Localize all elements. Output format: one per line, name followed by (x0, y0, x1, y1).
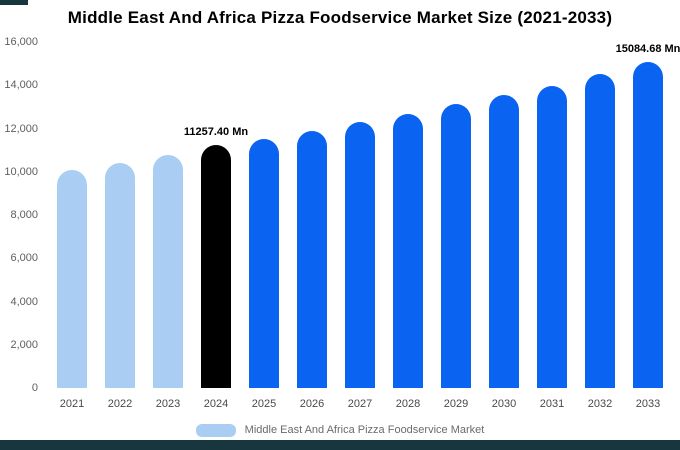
bar-2025[interactable] (249, 138, 279, 388)
bar-column-2025 (240, 42, 288, 388)
legend-item[interactable]: Middle East And Africa Pizza Foodservice… (0, 423, 680, 437)
bar-column-2032 (576, 42, 624, 388)
x-tick-label-2022: 2022 (107, 398, 133, 410)
bar-column-2029 (432, 42, 480, 388)
y-tick-label-6000: 6,000 (10, 252, 38, 265)
y-tick-label-12000: 12,000 (4, 122, 38, 135)
y-tick-label-8000: 8,000 (10, 209, 38, 221)
footer-bar (0, 440, 680, 450)
bar-2030[interactable] (489, 95, 519, 388)
legend-swatch-icon (195, 423, 236, 437)
x-axis: 2021 2022 2023 2024 2025 2026 2027 2028 2029 2030… (48, 398, 672, 414)
bar-column-2026 (288, 42, 336, 388)
y-tick-label-2000: 2,000 (10, 338, 38, 351)
x-tick-label-2027: 2027 (347, 398, 373, 410)
x-tick-label-2024: 2024 (203, 398, 229, 410)
bar-2024[interactable] (201, 144, 231, 388)
x-tick-label-2026: 2026 (299, 398, 325, 410)
x-tick-label-2025: 2025 (251, 398, 277, 410)
legend-label: Middle East And Africa Pizza Foodservice… (244, 424, 485, 436)
bar-2029[interactable] (441, 104, 471, 388)
y-tick-label-14000: 14,000 (4, 79, 38, 92)
bar-column-2024 (192, 42, 240, 388)
bar-2022[interactable] (105, 162, 135, 388)
bar-2032[interactable] (585, 74, 615, 388)
chart-title: Middle East And Africa Pizza Foodservice… (67, 8, 613, 27)
bar-column-2033 (624, 42, 672, 388)
bar-2031[interactable] (537, 85, 567, 388)
bar-2023[interactable] (153, 154, 183, 388)
bar-2027[interactable] (345, 122, 375, 388)
bar-2021[interactable] (57, 170, 87, 388)
bar-column-2022 (96, 42, 144, 388)
x-tick-label-2032: 2032 (587, 398, 613, 410)
x-tick-label-2033: 2033 (635, 398, 661, 410)
x-tick-label-2030: 2030 (491, 398, 517, 410)
bar-column-2031 (528, 42, 576, 388)
bar-column-2021 (48, 42, 96, 388)
y-tick-label-16000: 16,000 (4, 36, 38, 48)
bar-column-2023 (144, 42, 192, 388)
top-edge-mark (0, 0, 28, 5)
x-tick-label-2029: 2029 (443, 398, 469, 410)
y-tick-label-10000: 10,000 (4, 165, 38, 178)
value-label-2033: 15084.68 Mn (615, 42, 680, 55)
bar-column-2027 (336, 42, 384, 388)
y-axis: 0 2,000 4,000 6,000 8,000 10,000 12,000 14,000 1… (0, 36, 42, 394)
bar-2033[interactable] (633, 61, 663, 388)
y-tick-label-4000: 4,000 (10, 295, 38, 308)
bar-column-2030 (480, 42, 528, 388)
bar-2026[interactable] (297, 130, 327, 388)
plot-area: 11257.40 Mn 15084.68 Mn (48, 42, 680, 388)
x-tick-label-2023: 2023 (155, 398, 181, 410)
x-tick-label-2021: 2021 (59, 398, 85, 410)
x-tick-label-2031: 2031 (539, 398, 565, 410)
x-tick-label-2028: 2028 (395, 398, 421, 410)
bar-column-2028 (384, 42, 432, 388)
value-label-2024: 11257.40 Mn (183, 125, 249, 138)
y-tick-label-0: 0 (31, 382, 38, 394)
bar-2028[interactable] (393, 114, 423, 388)
